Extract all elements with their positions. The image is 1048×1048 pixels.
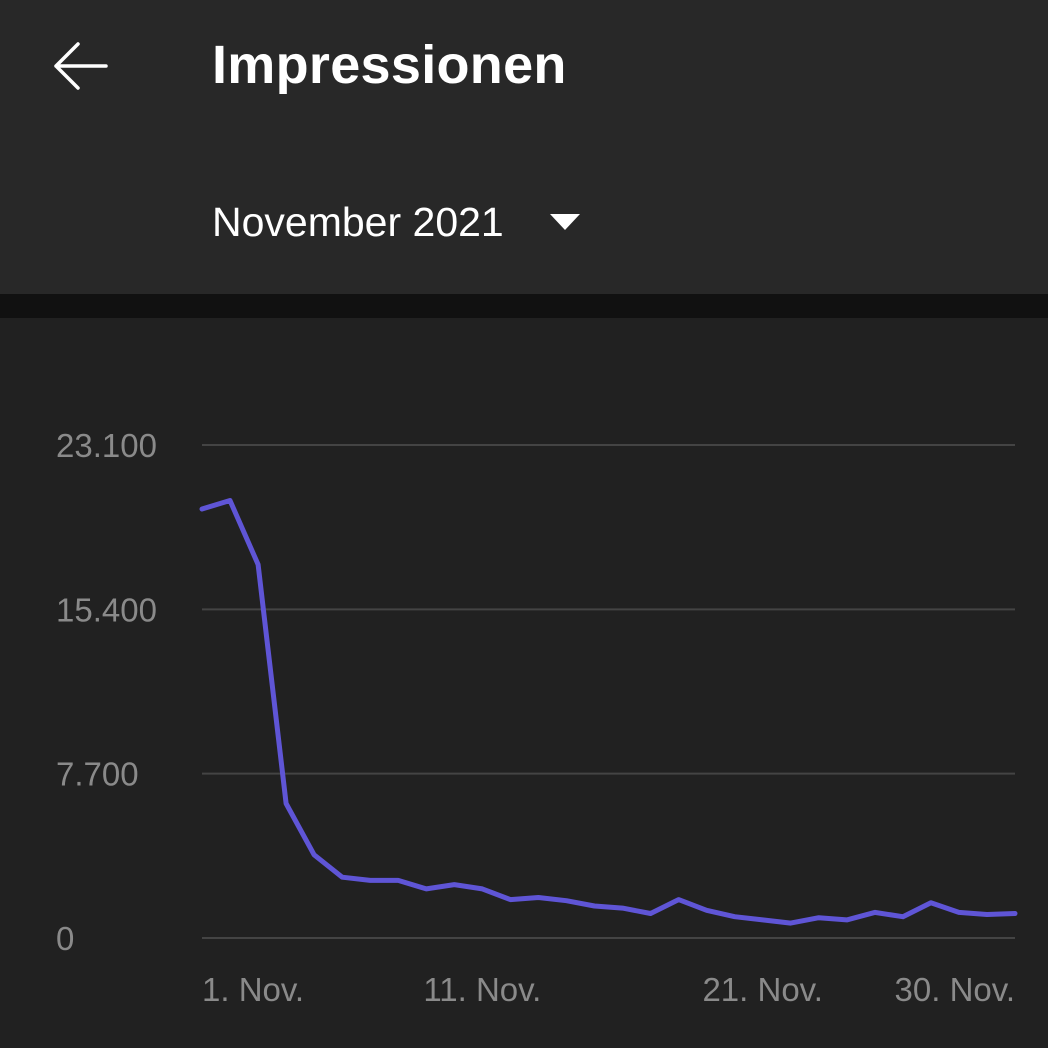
page-title: Impressionen — [212, 35, 567, 95]
x-tick-label: 1. Nov. — [202, 971, 304, 1008]
app-bar: Impressionen November 2021 — [0, 0, 1048, 294]
series-line — [199, 498, 1018, 926]
y-tick-label: 7.700 — [56, 756, 139, 793]
x-tick-label: 21. Nov. — [702, 971, 822, 1008]
x-tick-label: 11. Nov. — [423, 971, 541, 1008]
impressions-chart: 0 7.700 15.400 23.100 1. Nov. 11. Nov. 21. Nov… — [0, 318, 1048, 1048]
y-tick-label: 0 — [56, 920, 74, 957]
y-tick-label: 23.100 — [56, 427, 157, 464]
section-divider — [0, 294, 1048, 318]
arrow-left-icon — [54, 42, 108, 90]
x-tick-label: 30. Nov. — [895, 971, 1015, 1008]
y-tick-label: 15.400 — [56, 591, 157, 628]
period-label: November 2021 — [212, 198, 504, 245]
period-dropdown[interactable]: November 2021 — [212, 190, 580, 254]
back-button[interactable] — [40, 26, 120, 106]
line-chart: 0 7.700 15.400 23.100 1. Nov. 11. Nov. 21. Nov… — [56, 427, 1018, 1008]
dropdown-triangle-icon — [549, 214, 580, 230]
